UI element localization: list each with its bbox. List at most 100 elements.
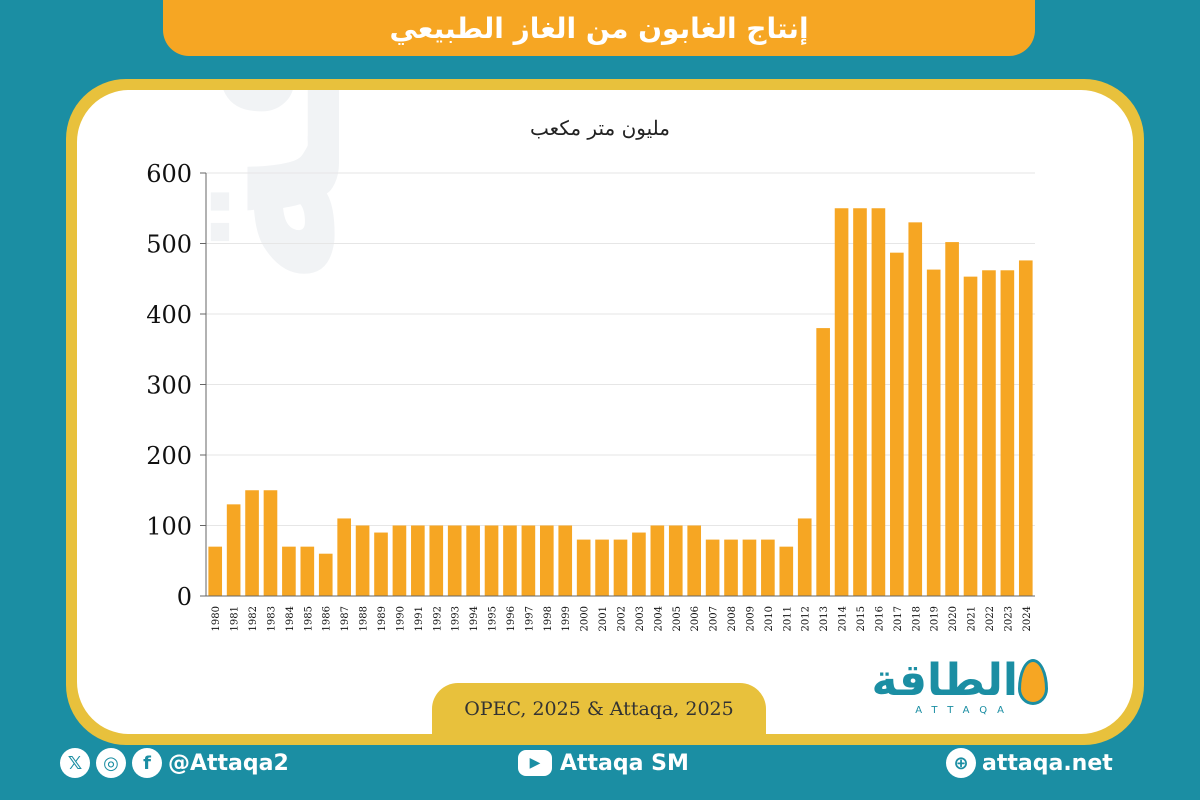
logo-text: الطاقة — [871, 655, 1018, 706]
bar-1994 — [466, 525, 480, 596]
x-tick-label-2011: 2011 — [782, 606, 793, 631]
attaqa-logo: الطاقة ATTAQA — [868, 655, 1048, 719]
x-tick-label-1999: 1999 — [561, 606, 572, 631]
x-tick-label-1986: 1986 — [322, 606, 333, 631]
x-tick-label-1985: 1985 — [303, 606, 314, 631]
x-tick-label-2009: 2009 — [745, 606, 756, 631]
bar-1981 — [226, 504, 241, 596]
bar-2010 — [761, 539, 775, 596]
x-tick-label-1984: 1984 — [285, 606, 296, 631]
logo-drop-icon — [1018, 659, 1048, 705]
youtube-icon[interactable]: ▶ — [518, 750, 552, 776]
bar-1989 — [374, 532, 388, 596]
x-tick-label-2006: 2006 — [690, 606, 701, 631]
y-tick-label-600: 600 — [146, 160, 192, 188]
globe-icon[interactable]: ⊕ — [946, 748, 976, 778]
y-tick-label-200: 200 — [146, 442, 192, 470]
y-tick-label-500: 500 — [146, 231, 192, 259]
bar-1999 — [558, 525, 573, 596]
logo-subtext: ATTAQA — [915, 705, 1014, 716]
x-tick-label-1987: 1987 — [340, 606, 351, 631]
bar-2006 — [687, 525, 702, 596]
x-tick-label-2016: 2016 — [874, 606, 885, 631]
x-tick-label-1990: 1990 — [395, 606, 406, 631]
bar-2009 — [742, 539, 757, 596]
y-axis-unit-label: مليون متر مكعب — [530, 116, 670, 140]
youtube-handle[interactable]: Attaqa SM — [560, 750, 689, 776]
x-tick-label-2000: 2000 — [580, 606, 591, 631]
bar-2000 — [576, 539, 591, 596]
facebook-icon[interactable]: f — [132, 748, 162, 778]
x-tick-label-2001: 2001 — [598, 606, 609, 631]
x-tick-label-2013: 2013 — [819, 606, 830, 631]
bar-2021 — [963, 276, 978, 596]
x-tick-label-1995: 1995 — [488, 606, 499, 631]
x-tick-label-1994: 1994 — [469, 606, 480, 631]
bar-1980 — [208, 546, 223, 596]
x-tick-label-2003: 2003 — [635, 606, 646, 631]
x-tick-label-2022: 2022 — [985, 606, 996, 631]
bar-1996 — [503, 525, 517, 596]
x-tick-label-1982: 1982 — [248, 606, 259, 631]
x-tick-label-1983: 1983 — [266, 606, 277, 631]
bar-1995 — [484, 525, 499, 596]
bar-1998 — [539, 525, 554, 596]
bar-2012 — [797, 518, 812, 596]
y-tick-label-0: 0 — [177, 583, 192, 611]
x-tick-label-2019: 2019 — [930, 606, 941, 631]
bar-1990 — [392, 525, 407, 596]
x-tick-label-1989: 1989 — [377, 606, 388, 631]
bar-1985 — [300, 546, 315, 596]
bar-2005 — [668, 525, 683, 596]
bar-1993 — [447, 525, 462, 596]
bar-1984 — [282, 546, 296, 596]
x-tick-label-2021: 2021 — [967, 606, 978, 631]
x-tick-label-2004: 2004 — [653, 606, 664, 631]
x-icon[interactable]: 𝕏 — [60, 748, 90, 778]
y-tick-label-300: 300 — [146, 372, 192, 400]
website-url[interactable]: attaqa.net — [982, 750, 1113, 776]
x-tick-label-1998: 1998 — [543, 606, 554, 631]
x-tick-label-2015: 2015 — [856, 606, 867, 631]
bar-1982 — [245, 490, 259, 596]
bar-2023 — [1000, 270, 1015, 596]
x-tick-label-2012: 2012 — [801, 606, 812, 631]
x-tick-label-1981: 1981 — [230, 606, 241, 631]
bar-1992 — [429, 525, 444, 596]
y-tick-label-400: 400 — [146, 301, 192, 329]
x-tick-label-1997: 1997 — [524, 606, 535, 631]
social-handle[interactable]: @Attaqa2 — [168, 750, 289, 776]
bar-2017 — [890, 252, 904, 597]
bar-1987 — [337, 518, 351, 596]
bar-2003 — [632, 532, 646, 596]
bar-2013 — [816, 328, 830, 596]
x-tick-label-1980: 1980 — [211, 606, 222, 631]
bar-2022 — [982, 270, 996, 596]
x-tick-label-1988: 1988 — [359, 606, 370, 631]
x-tick-label-2018: 2018 — [911, 606, 922, 631]
bar-2024 — [1018, 260, 1033, 596]
x-tick-label-2014: 2014 — [838, 606, 849, 631]
bar-2015 — [853, 208, 867, 596]
bar-2018 — [908, 222, 923, 596]
bar-2001 — [595, 539, 609, 596]
x-tick-label-2010: 2010 — [764, 606, 775, 631]
x-tick-label-2023: 2023 — [1003, 606, 1014, 631]
x-tick-label-2020: 2020 — [948, 606, 959, 631]
bar-1997 — [521, 525, 536, 596]
x-tick-label-2007: 2007 — [709, 606, 720, 631]
x-tick-label-2005: 2005 — [672, 606, 683, 631]
bar-1986 — [318, 553, 333, 596]
x-tick-label-1991: 1991 — [414, 606, 425, 631]
source-pill: OPEC, 2025 & Attaqa, 2025 — [432, 683, 766, 735]
bar-2008 — [724, 539, 738, 596]
bar-1991 — [411, 525, 425, 596]
website-link: ⊕ attaqa.net — [946, 740, 1113, 786]
instagram-icon[interactable]: ◎ — [96, 748, 126, 778]
chart-title-banner: إنتاج الغابون من الغاز الطبيعي — [163, 0, 1035, 56]
x-tick-label-2024: 2024 — [1022, 606, 1033, 631]
x-tick-label-1992: 1992 — [432, 606, 443, 631]
x-tick-label-1993: 1993 — [451, 606, 462, 631]
x-tick-label-2017: 2017 — [893, 606, 904, 631]
bar-2011 — [779, 546, 794, 596]
